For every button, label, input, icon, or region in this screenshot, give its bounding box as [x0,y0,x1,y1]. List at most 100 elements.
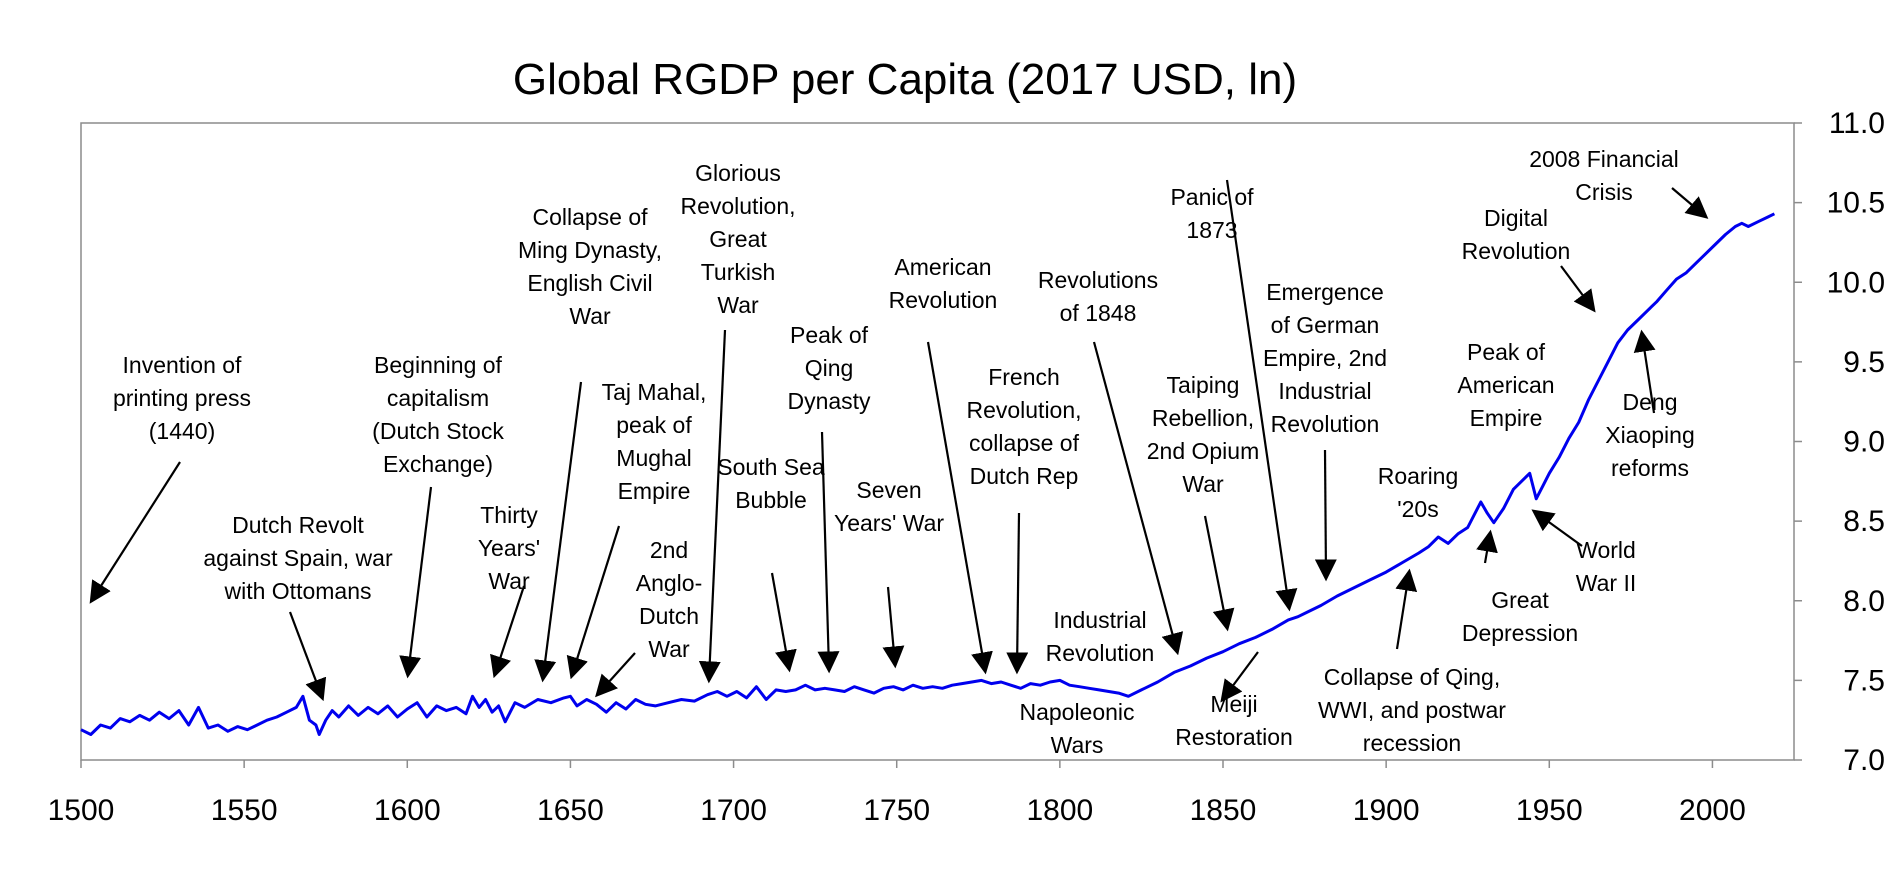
annotation-line: recession [1363,730,1461,756]
y-tick-label: 8.0 [1843,585,1885,618]
annotation-label: Invention of printing press (1440) [113,352,251,444]
annotation-line: American [894,254,991,280]
annotation-label: Digital Revolution [1462,205,1571,264]
annotation-line: Qing [805,355,854,381]
annotation-line: Years' [478,535,540,561]
annotation-line: (Dutch Stock [372,418,504,444]
annotation-arrow [595,652,636,698]
annotation-label: Napoleonic Wars [1019,699,1134,758]
annotation-label: 2008 Financial Crisis [1529,146,1679,205]
annotation-line: 2008 Financial [1529,146,1679,172]
annotation-line: Empire [1470,405,1543,431]
annotation-label: Peak of Qing Dynasty [787,322,871,414]
annotation-line: War II [1576,570,1636,596]
annotation-label: Thirty Years' War [478,502,540,594]
annotation-line: Great [709,226,767,252]
annotation-line: Depression [1462,620,1578,646]
annotation-line: 2nd [650,537,688,563]
x-tick-label: 1650 [537,794,604,827]
annotation-label: Peak of American Empire [1457,339,1554,431]
annotation-label: American Revolution [889,254,998,313]
annotation-line: of German [1271,312,1380,338]
annotation-line: World [1576,537,1636,563]
y-tick-label: 8.5 [1843,505,1885,538]
annotation-line: Dutch Rep [970,463,1079,489]
annotation-line: Deng [1623,389,1678,415]
annotation-line: Seven [856,477,921,503]
annotation-arrow [1671,187,1709,219]
x-tick-label: 2000 [1679,794,1746,827]
annotation-line: Ming Dynasty, [518,237,662,263]
annotation-label: 2nd Anglo- Dutch War [636,537,702,662]
annotation-label: Meiji Restoration [1175,691,1293,750]
x-tick-label: 1550 [211,794,278,827]
x-axis: 1500 1550 1600 1650 1700 1750 1800 1850 1900 1950… [48,760,1746,827]
annotation-line: Thirty [480,502,538,528]
annotation-arrow [566,525,621,680]
annotation-line: Revolution [1271,411,1380,437]
annotation-label: Revolutions of 1848 [1038,267,1158,326]
annotation-line: Revolution [1462,238,1571,264]
annotation-line: with Ottomans [224,578,372,604]
annotation-line: 1873 [1186,217,1237,243]
annotation-line: Crisis [1575,179,1633,205]
y-tick-label: 11.0 [1829,107,1885,140]
annotation-line: War [648,636,690,662]
annotation-line: War [569,303,611,329]
x-tick-label: 1950 [1516,794,1583,827]
annotation-line: Xiaoping [1605,422,1695,448]
y-tick-label: 10.0 [1827,266,1885,299]
annotation-label: Great Depression [1462,587,1578,646]
x-tick-label: 1600 [374,794,441,827]
annotation-line: peak of [616,412,692,438]
annotation-line: Dynasty [787,388,871,414]
annotation-label: Emergence of German Empire, 2nd Industrial R… [1263,279,1387,437]
annotation-line: Great [1491,587,1549,613]
annotation-arrows [89,179,1709,703]
annotation-line: English Civil [527,270,652,296]
annotation-arrow [882,586,905,669]
y-tick-label: 7.0 [1843,744,1885,777]
annotation-label: Seven Years' War [834,477,944,536]
annotation-line: Taj Mahal, [602,379,707,405]
annotation-line: War [1182,471,1224,497]
series-line [80,212,1776,736]
annotation-line: Industrial [1278,378,1371,404]
annotation-line: capitalism [387,385,489,411]
annotation-label: French Revolution, collapse of Dutch Rep [966,364,1081,489]
annotation-line: Dutch Revolt [232,512,364,538]
annotation-line: Napoleonic [1019,699,1134,725]
annotation-label: Deng Xiaoping reforms [1605,389,1695,481]
annotation-arrow [926,341,993,675]
annotation-arrow [1220,651,1259,703]
annotation-line: Beginning of [374,352,502,378]
annotation-line: Glorious [695,160,781,186]
annotation-line: against Spain, war [203,545,393,571]
annotation-line: Emergence [1266,279,1384,305]
x-tick-label: 1800 [1026,794,1093,827]
annotation-line: (1440) [149,418,215,444]
annotation-label: Taj Mahal, peak of Mughal Empire [602,379,707,504]
annotation-line: of 1848 [1060,300,1137,326]
y-tick-label: 10.5 [1827,187,1885,220]
annotation-line: War [717,292,759,318]
annotation-line: 2nd Opium [1147,438,1260,464]
annotation-line: WWI, and postwar [1318,697,1506,723]
annotation-line: Revolution [1046,640,1155,666]
annotation-line: Panic of [1170,184,1254,210]
x-tick-label: 1850 [1190,794,1257,827]
annotation-line: Revolution, [680,193,795,219]
annotation-line: Wars [1051,732,1104,758]
annotation-arrow [399,486,433,679]
annotation-label: South Sea Bubble [717,454,825,513]
annotation-label: World War II [1576,537,1636,596]
annotation-label: Glorious Revolution, Great Turkish War [680,160,795,318]
annotation-line: Turkish [701,259,776,285]
annotation-line: Dutch [639,603,699,629]
chart-title: Global RGDP per Capita (2017 USD, ln) [513,55,1297,104]
annotation-line: American [1457,372,1554,398]
annotation-line: Rebellion, [1152,405,1254,431]
x-tick-label: 1500 [48,794,115,827]
annotation-line: Empire [618,478,691,504]
